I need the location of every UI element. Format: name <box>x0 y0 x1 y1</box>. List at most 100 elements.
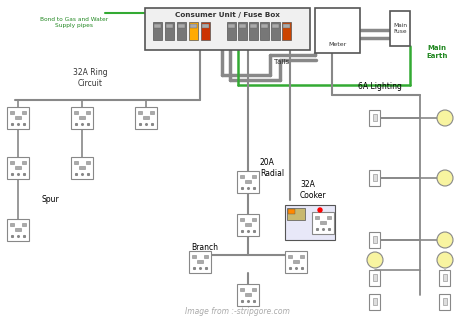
Bar <box>7 107 29 129</box>
Bar <box>239 24 246 28</box>
Bar <box>15 166 21 168</box>
Bar <box>177 22 186 40</box>
Bar <box>237 171 259 193</box>
Bar <box>373 298 377 305</box>
Bar <box>252 218 256 220</box>
Text: Spur: Spur <box>41 196 59 204</box>
Bar <box>439 294 450 310</box>
Bar <box>153 22 162 40</box>
Bar <box>15 228 21 231</box>
Bar <box>373 114 377 121</box>
Bar <box>272 24 279 28</box>
Circle shape <box>437 232 453 248</box>
Bar <box>7 157 29 179</box>
Bar <box>373 236 377 243</box>
Bar <box>315 8 360 53</box>
Bar <box>320 221 326 224</box>
Bar <box>373 174 377 181</box>
Bar <box>10 111 14 114</box>
Bar <box>370 294 381 310</box>
Bar <box>300 255 304 257</box>
Bar <box>201 22 210 40</box>
Bar <box>150 111 154 114</box>
Bar <box>165 22 174 40</box>
Bar <box>245 223 251 226</box>
Bar <box>373 274 377 281</box>
Bar <box>74 111 78 114</box>
Bar <box>260 22 269 40</box>
Bar <box>315 216 319 219</box>
Bar <box>79 166 85 168</box>
Bar <box>288 209 295 214</box>
Bar <box>71 157 93 179</box>
Bar <box>237 284 259 306</box>
Bar <box>190 24 197 28</box>
Text: Meter: Meter <box>328 42 346 48</box>
Text: Image from :-stripgore.com: Image from :-stripgore.com <box>184 308 290 316</box>
Bar <box>143 116 149 118</box>
Text: 6A Lighting: 6A Lighting <box>358 82 402 91</box>
Text: 20A
Radial: 20A Radial <box>260 158 284 178</box>
Bar <box>282 22 291 40</box>
Bar <box>370 270 381 286</box>
Circle shape <box>367 252 383 268</box>
Bar <box>439 270 450 286</box>
Bar <box>250 24 257 28</box>
Bar <box>252 175 256 177</box>
Circle shape <box>318 208 322 212</box>
Bar <box>285 251 307 273</box>
Bar <box>327 216 331 219</box>
Circle shape <box>437 252 453 268</box>
Bar <box>240 175 244 177</box>
Bar <box>197 260 203 263</box>
Bar <box>145 8 310 50</box>
Bar <box>390 11 410 46</box>
Bar <box>238 22 247 40</box>
Bar <box>74 161 78 164</box>
Bar <box>245 180 251 182</box>
Bar <box>10 223 14 226</box>
Bar <box>192 255 196 257</box>
Bar <box>245 293 251 295</box>
Bar <box>138 111 142 114</box>
Bar <box>86 111 90 114</box>
Bar <box>178 24 185 28</box>
Bar <box>312 212 334 234</box>
Bar <box>288 255 292 257</box>
Bar <box>15 116 21 118</box>
Bar <box>293 260 299 263</box>
Circle shape <box>437 170 453 186</box>
Bar <box>283 24 290 28</box>
Bar <box>252 288 256 291</box>
Bar <box>240 218 244 220</box>
Bar <box>370 170 381 186</box>
Bar <box>271 22 280 40</box>
Bar <box>443 274 447 281</box>
Bar <box>22 223 26 226</box>
Bar <box>7 219 29 241</box>
Bar <box>22 161 26 164</box>
Text: Tails: Tails <box>274 59 290 65</box>
Bar <box>261 24 268 28</box>
Bar <box>71 107 93 129</box>
Bar <box>204 255 208 257</box>
Text: Consumer Unit / Fuse Box: Consumer Unit / Fuse Box <box>175 12 280 18</box>
Text: Main
Fuse: Main Fuse <box>393 23 407 34</box>
Bar <box>227 22 236 40</box>
Bar <box>443 298 447 305</box>
Text: Bond to Gas and Water
Supply pipes: Bond to Gas and Water Supply pipes <box>40 17 108 28</box>
Bar <box>154 24 161 28</box>
Bar <box>79 116 85 118</box>
Bar <box>86 161 90 164</box>
Text: 32A
Cooker: 32A Cooker <box>300 180 327 200</box>
Bar <box>189 251 211 273</box>
Bar <box>285 205 335 240</box>
Bar <box>370 110 381 126</box>
Bar <box>135 107 157 129</box>
Bar <box>189 22 198 40</box>
Text: Branch: Branch <box>191 243 219 253</box>
Bar <box>237 214 259 236</box>
Bar <box>166 24 173 28</box>
Bar <box>10 161 14 164</box>
Circle shape <box>437 110 453 126</box>
